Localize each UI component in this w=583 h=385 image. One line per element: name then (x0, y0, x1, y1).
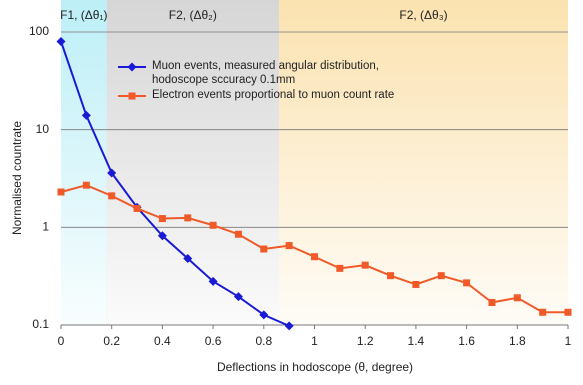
x-tick-label: 1 (311, 334, 318, 348)
marker (158, 215, 166, 223)
x-tick-label: 0 (58, 334, 65, 348)
marker (259, 310, 269, 320)
x-tick-label: 0.4 (154, 334, 171, 348)
x-axis-label: Deflections in hodoscope (θ, degree) (217, 360, 413, 374)
marker (564, 308, 572, 316)
region-label: F1, (Δθ₁) (60, 8, 107, 22)
marker (57, 188, 65, 196)
legend-entry: Muon events, measured angular distributi… (152, 60, 379, 86)
marker (311, 253, 318, 261)
marker (412, 280, 420, 288)
y-tick-label: 10 (36, 122, 50, 136)
marker (183, 253, 193, 263)
legend-text: Muon events, measured angular distributi… (152, 60, 379, 86)
marker (157, 231, 167, 241)
marker (260, 245, 268, 253)
marker (82, 181, 90, 189)
x-tick-label: 1.4 (408, 334, 425, 348)
x-tick-label: 0.6 (205, 334, 222, 348)
marker (56, 36, 66, 46)
legend-marker (127, 62, 137, 72)
marker (107, 168, 117, 178)
marker (463, 279, 471, 287)
y-axis-label: Normalised countrate (10, 121, 24, 235)
y-tick-label: 1 (42, 220, 49, 234)
marker (208, 276, 218, 286)
x-tick-label: 1.8 (509, 334, 526, 348)
legend-text: Electron events proportional to muon cou… (152, 89, 395, 101)
legend-entry: Electron events proportional to muon cou… (152, 89, 395, 101)
marker (184, 214, 192, 222)
marker (108, 192, 116, 200)
region-fade (106, 0, 280, 325)
marker (361, 261, 369, 269)
marker (513, 294, 521, 302)
marker (209, 221, 217, 229)
x-tick-label: 1.6 (458, 334, 475, 348)
marker (285, 242, 293, 250)
y-tick-label: 100 (29, 24, 49, 38)
region-label: F2, (Δθ₃) (399, 8, 447, 22)
region-fade (61, 0, 107, 325)
marker (81, 110, 91, 120)
x-tick-label: 0.2 (103, 334, 120, 348)
region-label: F2, (Δθ₂) (169, 8, 217, 22)
marker (387, 272, 395, 280)
x-tick-label: 1.2 (357, 334, 374, 348)
marker (284, 321, 294, 331)
marker (336, 264, 344, 272)
series-line (60, 41, 290, 327)
marker (234, 230, 242, 238)
marker (133, 204, 141, 212)
legend-marker (128, 92, 136, 100)
marker (539, 308, 547, 316)
x-tick-label: 0.8 (255, 334, 272, 348)
marker (437, 272, 445, 280)
marker (233, 292, 243, 302)
y-tick-label: 0.1 (32, 317, 49, 331)
marker (488, 298, 496, 306)
region-fade (279, 0, 568, 325)
x-tick-label: 1 (565, 334, 572, 348)
